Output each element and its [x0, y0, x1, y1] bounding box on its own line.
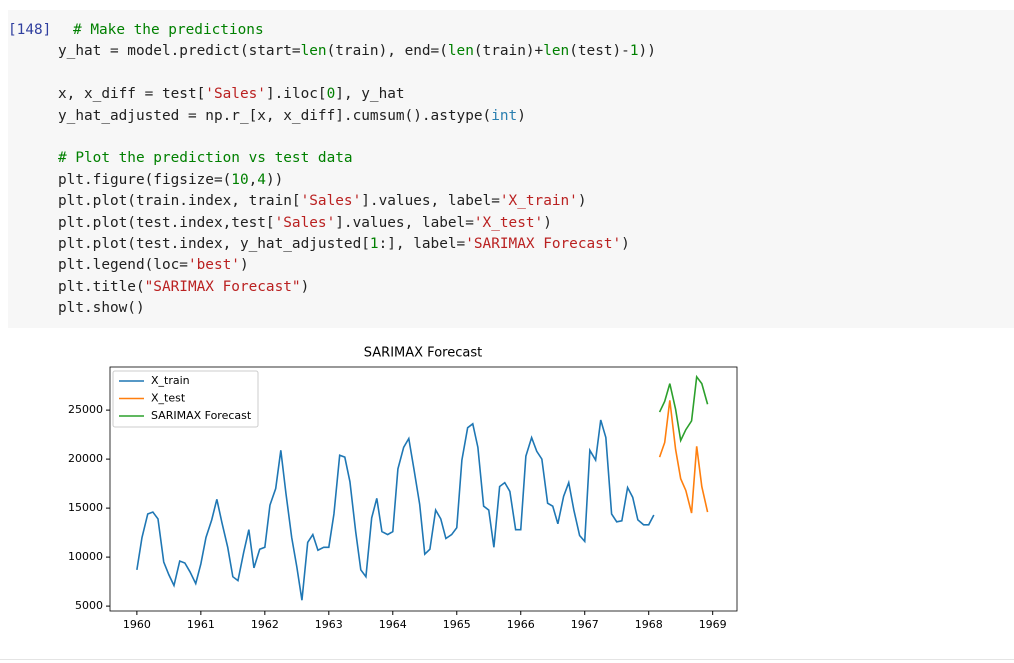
code-token: ) — [300, 278, 310, 295]
code-token: 'Sales' — [300, 193, 362, 210]
chart-title: SARIMAX Forecast — [364, 346, 482, 361]
x-tick-label: 1968 — [635, 618, 663, 631]
code-token: int — [491, 107, 518, 124]
legend-label: SARIMAX Forecast — [151, 409, 252, 422]
series-line — [136, 419, 655, 601]
code-line: # Make the predictions — [58, 20, 656, 41]
code-token: (train), end=( — [326, 43, 448, 60]
code-line: # Plot the prediction vs test data — [58, 148, 656, 169]
code-line: plt.legend(loc='best') — [58, 255, 656, 276]
series-line — [658, 374, 709, 444]
x-tick-label: 1964 — [379, 618, 407, 631]
y-tick-label: 25000 — [68, 403, 103, 416]
legend-box — [112, 370, 259, 428]
code-token: 'X_test' — [473, 214, 544, 231]
series-line — [658, 400, 709, 514]
x-tick-label: 1966 — [507, 618, 535, 631]
legend-label: X_test — [151, 392, 186, 405]
code-line: y_hat_adjusted = np.r_[x, x_diff].cumsum… — [58, 106, 656, 127]
code-token: plt.legend(loc= — [58, 257, 188, 274]
code-token: plt.plot(test.index, y_hat_adjusted[ — [58, 235, 370, 252]
code-token: len — [300, 43, 327, 60]
code-token: 'best' — [187, 257, 240, 274]
code-line — [58, 127, 656, 148]
code-token: :], label= — [378, 235, 466, 252]
code-token: (test)- — [569, 43, 630, 60]
x-tick-label: 1965 — [443, 618, 471, 631]
code-token: len — [543, 43, 570, 60]
x-tick-label: 1963 — [315, 618, 343, 631]
prompt: [148] — [8, 22, 52, 38]
code-token: plt.show() — [58, 300, 145, 317]
code-token: 0 — [326, 86, 336, 103]
code-token: plt.plot(train.index, train[ — [58, 193, 301, 210]
code-token: "SARIMAX Forecast" — [144, 278, 301, 295]
x-tick-label: 1969 — [699, 618, 727, 631]
code-token: # Make the predictions — [73, 22, 264, 38]
y-tick-label: 15000 — [68, 501, 103, 514]
code-token: , — [248, 171, 258, 188]
code: # Make the predictions y_hat = model.pred… — [58, 20, 656, 319]
code-token: ) — [577, 193, 587, 210]
chart: SARIMAX Forecast 5000 10000 15000 20000 2500… — [68, 346, 738, 631]
code-token: 1 — [369, 235, 379, 252]
code-token: 'Sales' — [205, 86, 266, 103]
plot-frame — [109, 366, 738, 612]
code-line: plt.plot(test.index,test['Sales'].values… — [58, 213, 656, 234]
code-token: ].values, label= — [335, 214, 474, 231]
code-line: plt.plot(train.index, train['Sales'].val… — [58, 191, 656, 212]
code-token: 10 — [231, 171, 249, 188]
code-token: ].values, label= — [361, 193, 500, 210]
x-tick-label: 1967 — [571, 618, 599, 631]
code-token: 1 — [629, 43, 639, 60]
x-tick-label: 1960 — [123, 618, 151, 631]
code-token: (train)+ — [473, 43, 544, 60]
code-line: plt.plot(test.index, y_hat_adjusted[1:],… — [58, 234, 656, 255]
code-token: plt.title( — [58, 278, 145, 295]
code-token: 'Sales' — [274, 214, 336, 231]
code-token: plt.plot(test.index,test[ — [58, 214, 275, 231]
code-token: )) — [638, 43, 656, 60]
code-token: ], y_hat — [335, 86, 405, 103]
code-token: len — [447, 43, 474, 60]
code-token: # Plot the prediction vs test data — [58, 150, 353, 167]
code-line: plt.figure(figsize=(10,4)) — [58, 170, 656, 191]
code-cell: [148] # Make the predictions y_hat = mode… — [8, 10, 1014, 328]
code-token: )) — [265, 171, 284, 188]
code-token: x, x_diff = test[ — [58, 86, 206, 103]
code-token: y_hat = model.predict(start= — [58, 43, 301, 60]
code-token: ) — [517, 107, 526, 124]
code-line: plt.show() — [58, 298, 656, 319]
y-tick-label: 10000 — [68, 550, 103, 563]
y-tick-label: 20000 — [68, 452, 103, 465]
legend-label: X_train — [151, 374, 190, 387]
x-tick-label: 1962 — [251, 618, 279, 631]
y-tick-label: 5000 — [75, 599, 103, 612]
code-token: ) — [543, 214, 552, 231]
divider — [0, 659, 1014, 660]
code-token: y_hat_adjusted = np.r_[x, x_diff].cumsum… — [58, 107, 492, 124]
code-token: 'X_train' — [499, 193, 578, 210]
x-tick-label: 1961 — [187, 618, 215, 631]
code-token: 4 — [257, 171, 266, 188]
code-line: x, x_diff = test['Sales'].iloc[0], y_hat — [58, 84, 656, 105]
code-token: plt.figure(figsize=( — [58, 171, 232, 188]
code-token: ) — [621, 235, 630, 252]
code-token: ) — [239, 257, 249, 274]
code-token: ].iloc[ — [265, 86, 327, 103]
code-line — [58, 63, 656, 84]
code-line: plt.title("SARIMAX Forecast") — [58, 277, 656, 298]
code-line: y_hat = model.predict(start=len(train), … — [58, 41, 656, 62]
code-token: 'SARIMAX Forecast' — [465, 235, 622, 252]
